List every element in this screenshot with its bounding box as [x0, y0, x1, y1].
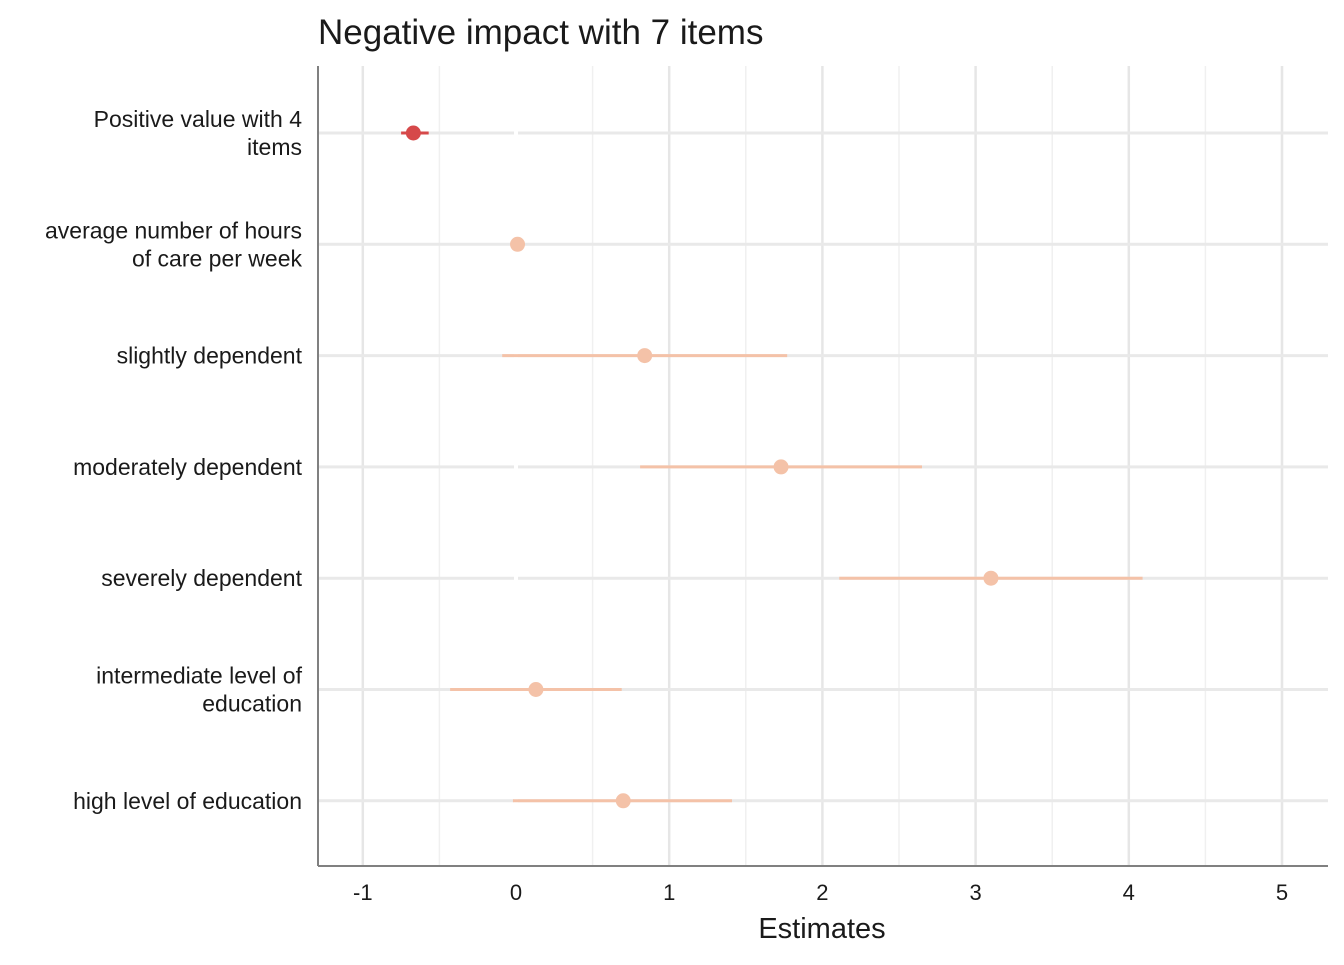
y-axis-label-line: items [247, 134, 302, 160]
y-axis-label: high level of education [73, 788, 302, 814]
y-axis-label-line: slightly dependent [117, 343, 303, 369]
x-axis-label: Estimates [758, 913, 885, 945]
y-axis-label-line: education [202, 691, 302, 717]
x-tick-label: 4 [1123, 880, 1135, 905]
point-estimate [983, 570, 999, 586]
axes-layer: -1 0 1 2 3 4 5 Positive value with 4 items averag… [45, 66, 1328, 905]
y-axis-label-line: severely dependent [101, 565, 302, 591]
point-estimate [637, 348, 653, 364]
y-axis-label: intermediate level of education [96, 663, 302, 717]
x-tick-label: 5 [1276, 880, 1288, 905]
point-estimate [405, 125, 421, 141]
x-tick-label: 0 [510, 880, 522, 905]
y-axis-label-line: average number of hours [45, 217, 302, 243]
y-axis-label: moderately dependent [73, 454, 302, 480]
point-estimate [528, 682, 544, 697]
y-axis-label-line: of care per week [132, 245, 303, 271]
x-tick-label: 1 [663, 880, 675, 905]
point-estimate [773, 459, 789, 475]
marks-layer [401, 125, 1143, 809]
x-tick-label: 2 [816, 880, 828, 905]
point-estimate [615, 793, 631, 809]
x-tick-label: 3 [969, 880, 981, 905]
y-axis-label: Positive value with 4 items [94, 106, 303, 160]
y-axis-label: slightly dependent [117, 343, 303, 369]
y-axis-label: average number of hours of care per week [45, 217, 302, 271]
y-axis-label-line: intermediate level of [96, 663, 302, 689]
y-axis-label: severely dependent [101, 565, 302, 591]
y-axis-label-line: high level of education [73, 788, 302, 814]
point-estimate [510, 236, 526, 252]
y-axis-label-line: Positive value with 4 [94, 106, 303, 132]
y-axis-label-line: moderately dependent [73, 454, 302, 480]
x-tick-label: -1 [353, 880, 373, 905]
chart-title: Negative impact with 7 items [318, 13, 763, 52]
